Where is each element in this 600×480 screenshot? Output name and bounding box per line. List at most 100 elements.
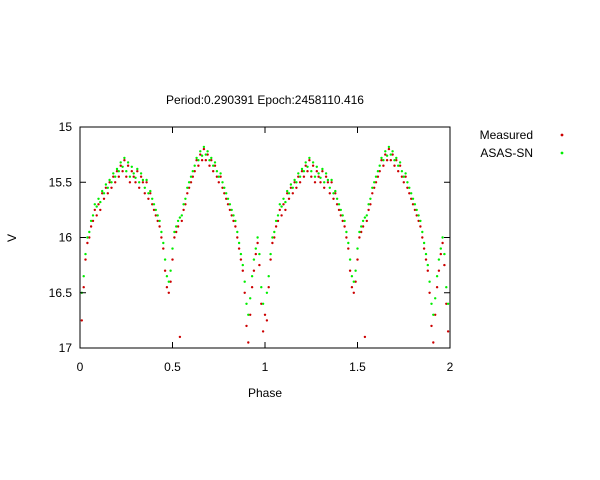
data-points-layer [80,145,450,344]
data-point [289,183,293,186]
data-point [256,241,259,245]
data-point [408,192,411,195]
data-point [419,225,422,228]
y-axis: 15 15.5 16 16.5 17 [49,120,450,355]
data-point [138,181,141,184]
data-point [365,219,368,223]
data-point [89,219,93,223]
data-point [169,280,172,283]
data-point [417,214,420,217]
data-point [138,186,141,189]
data-point [151,197,154,200]
data-point [95,205,98,208]
data-point [130,165,133,168]
data-point [315,170,318,173]
data-point [306,170,309,173]
data-point [273,230,276,234]
data-point [132,175,135,178]
data-point [163,269,167,272]
data-point [271,236,274,239]
data-point [258,263,261,267]
data-point [221,181,224,184]
data-point [112,175,115,178]
data-point [408,186,411,189]
data-point [119,164,122,167]
data-point [80,319,84,322]
data-point [89,225,93,228]
data-point [339,208,342,212]
data-point [247,313,250,316]
data-point [389,153,392,156]
data-point [339,214,342,217]
data-point [139,175,143,178]
data-point [230,208,233,212]
data-point [321,170,324,173]
data-point [371,186,374,189]
data-point [228,208,232,212]
data-point [432,313,435,316]
data-point [437,258,441,261]
data-point [121,170,124,173]
data-point [162,241,165,245]
data-point [176,219,180,223]
data-point [400,175,404,178]
data-point [430,302,433,305]
data-point [337,203,341,206]
data-point [86,236,89,239]
data-point [163,258,167,261]
data-point [434,313,437,316]
data-point [180,219,183,223]
data-point [191,175,194,178]
data-point [286,189,289,193]
data-point [189,175,193,178]
data-point [236,236,239,239]
data-point [141,181,145,184]
data-point [223,192,226,195]
data-point [382,159,385,162]
data-point [149,189,152,193]
data-point [289,186,293,189]
data-point [265,319,269,322]
data-point [319,176,322,179]
data-point [204,159,207,162]
data-point [256,236,259,239]
data-point [143,186,146,189]
data-point [197,159,200,162]
data-point [217,175,220,178]
data-point [421,236,424,239]
data-point [258,252,261,256]
data-point [145,178,148,182]
data-point [345,230,348,234]
data-point [411,197,415,200]
data-point [373,181,376,184]
data-point [304,161,307,164]
data-point [276,219,280,223]
data-point [313,181,317,184]
data-point [311,164,315,167]
data-point [300,167,304,171]
data-point [310,170,313,173]
data-point [426,263,429,267]
data-point [358,236,361,239]
data-point [165,286,169,289]
legend-marker [560,151,564,155]
data-point [363,216,367,219]
data-point [171,247,174,250]
data-point [249,297,252,300]
data-point [99,208,102,212]
data-point [245,302,248,305]
data-point [128,175,132,178]
data-point [152,208,156,212]
data-point [324,172,328,175]
data-point [245,324,248,328]
data-point [180,214,183,217]
data-point [226,203,230,206]
data-point [415,208,418,212]
data-point [84,258,87,261]
data-point [310,175,313,178]
data-point [385,159,389,162]
data-point [380,159,383,162]
data-point [97,203,100,206]
data-point [97,197,100,200]
data-point [371,192,374,195]
